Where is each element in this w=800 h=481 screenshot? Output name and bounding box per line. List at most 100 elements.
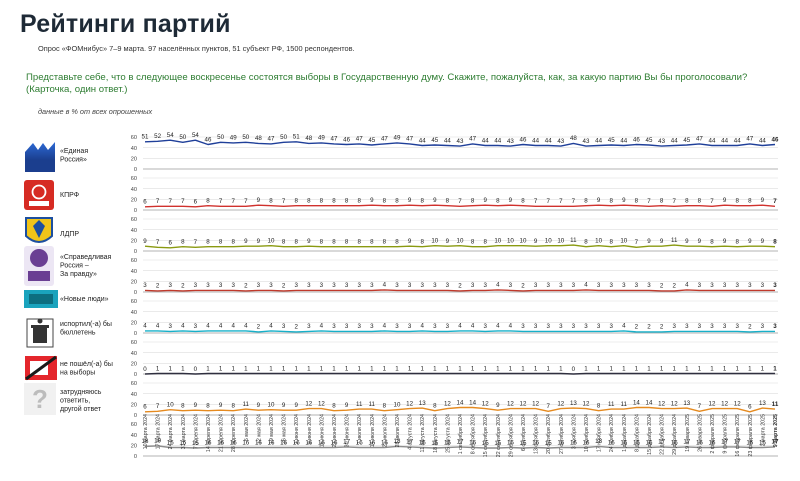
data-label: 3 bbox=[370, 323, 374, 330]
data-label: 6 bbox=[748, 404, 752, 411]
data-label: 7 bbox=[219, 198, 223, 205]
data-label: 43 bbox=[507, 138, 514, 145]
data-label: 12 bbox=[406, 400, 413, 407]
series-line bbox=[144, 289, 775, 292]
data-label: 4 bbox=[181, 323, 185, 330]
data-label: 8 bbox=[584, 239, 588, 246]
data-label: 4 bbox=[622, 323, 626, 330]
x-tick-label: 23 июня 2024 bbox=[332, 414, 338, 447]
data-label: 11 bbox=[243, 401, 250, 408]
data-note: данные в % от всех опрошенных bbox=[38, 107, 153, 116]
data-label: 45 bbox=[646, 137, 653, 144]
data-label: 8 bbox=[231, 403, 235, 410]
data-label: 3 bbox=[332, 282, 336, 289]
y-tick-label: 60 bbox=[131, 340, 137, 346]
data-label: 47 bbox=[381, 136, 388, 143]
x-tick-label: 4 августа 2024 bbox=[408, 414, 414, 450]
x-tick-label: 2 февраля 2025 bbox=[710, 414, 716, 454]
data-label: 2 bbox=[458, 283, 462, 290]
spoil-ballot-icon bbox=[26, 318, 54, 348]
data-label: 8 bbox=[660, 198, 664, 205]
data-label: 8 bbox=[710, 239, 714, 246]
data-label: 51 bbox=[142, 134, 149, 141]
data-label: 3 bbox=[622, 282, 626, 289]
data-label: 12 bbox=[709, 400, 716, 407]
data-label: 7 bbox=[181, 198, 185, 205]
data-label: 3 bbox=[710, 282, 714, 289]
data-label: 44 bbox=[444, 137, 451, 144]
data-label: 4 bbox=[496, 323, 500, 330]
x-tick-label: 11 августа 2024 bbox=[420, 414, 426, 453]
y-tick-label: 0 bbox=[134, 290, 137, 296]
data-label: 8 bbox=[294, 239, 298, 246]
data-label: 4 bbox=[219, 323, 223, 330]
data-label: 44 bbox=[709, 137, 716, 144]
x-tick-label: 28 апреля 2024 bbox=[231, 414, 237, 452]
data-label: 43 bbox=[658, 138, 665, 145]
data-label: 3 bbox=[572, 323, 576, 330]
data-label: 16 bbox=[217, 439, 224, 446]
data-label: 3 bbox=[395, 282, 399, 289]
data-label: 4 bbox=[383, 282, 387, 289]
data-label: 8 bbox=[609, 198, 613, 205]
data-label: 9 bbox=[307, 238, 311, 245]
data-label: 1 bbox=[383, 365, 387, 372]
data-label: 1 bbox=[521, 365, 525, 372]
x-tick-label: 19 мая 2024 bbox=[269, 414, 275, 444]
data-label: 2 bbox=[748, 324, 752, 331]
data-label: 16 bbox=[696, 439, 703, 446]
data-label: 3 bbox=[584, 323, 588, 330]
data-label: 4 bbox=[320, 323, 324, 330]
x-tick-label: 10 ноября 2024 bbox=[584, 414, 590, 452]
data-label: 10 bbox=[394, 401, 401, 408]
data-label: 9 bbox=[433, 197, 437, 204]
data-label: 1 bbox=[748, 365, 752, 372]
data-label: 16 bbox=[230, 439, 237, 446]
data-label: 10 bbox=[268, 237, 275, 244]
data-label: 44 bbox=[419, 137, 426, 144]
data-label: 7 bbox=[559, 198, 563, 205]
data-label: 16 bbox=[507, 439, 514, 446]
y-tick-label: 0 bbox=[134, 372, 137, 378]
data-label: 16 bbox=[255, 439, 262, 446]
data-label: 3 bbox=[194, 323, 198, 330]
data-label: 16 bbox=[179, 439, 186, 446]
series-label: ЛДПР bbox=[60, 231, 79, 238]
data-label: 8 bbox=[345, 198, 349, 205]
data-label: 47 bbox=[469, 136, 476, 143]
data-label: 1 bbox=[609, 365, 613, 372]
data-label: 3 bbox=[395, 323, 399, 330]
data-label: 8 bbox=[748, 198, 752, 205]
data-label: 54 bbox=[167, 132, 174, 139]
data-label: 1 bbox=[773, 365, 777, 372]
data-label: 9 bbox=[761, 238, 765, 245]
data-label: 13 bbox=[419, 400, 426, 407]
data-label: 3 bbox=[471, 282, 475, 289]
no-voting-icon bbox=[25, 355, 57, 381]
data-label: 16 bbox=[746, 439, 753, 446]
data-label: 14 bbox=[469, 399, 476, 406]
x-tick-label: 25 августа 2024 bbox=[445, 414, 451, 453]
data-label: 49 bbox=[230, 135, 237, 142]
ldpr-logo bbox=[25, 217, 53, 243]
data-label: 1 bbox=[635, 365, 639, 372]
x-tick-label: 17 ноября 2024 bbox=[597, 414, 603, 452]
data-label: 16 bbox=[318, 439, 325, 446]
data-label: 16 bbox=[570, 439, 577, 446]
data-label: 44 bbox=[494, 137, 501, 144]
data-label: 16 bbox=[205, 439, 212, 446]
data-label: 2 bbox=[282, 283, 286, 290]
data-label: 4 bbox=[143, 323, 147, 330]
data-label: 2 bbox=[660, 283, 664, 290]
novye-lyudi-logo bbox=[24, 290, 58, 308]
series-line bbox=[144, 445, 776, 449]
data-label: 1 bbox=[206, 365, 210, 372]
data-label: 4 bbox=[584, 282, 588, 289]
data-label: 7 bbox=[698, 403, 702, 410]
data-label: 1 bbox=[395, 365, 399, 372]
data-label: 12 bbox=[482, 400, 489, 407]
data-label: 15 bbox=[520, 440, 527, 447]
x-tick-label: 29 сентября 2024 bbox=[508, 414, 514, 457]
data-label: 44 bbox=[532, 137, 539, 144]
series-line bbox=[144, 139, 776, 147]
